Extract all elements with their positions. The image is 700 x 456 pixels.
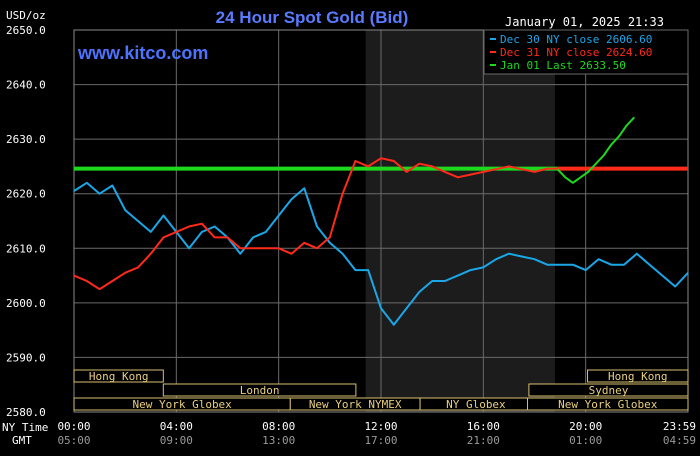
series-line: [556, 116, 636, 184]
x-tick-label-gmt: 09:00: [160, 434, 193, 447]
x-tick-label-ny: 16:00: [467, 420, 500, 433]
legend-box: [483, 29, 689, 75]
series-line: [73, 157, 650, 291]
y-tick-label: 2590.0: [6, 351, 46, 364]
y-tick-label: 2630.0: [6, 133, 46, 146]
plot-border: [73, 29, 689, 413]
session-label: New York Globex: [132, 398, 232, 411]
brand-watermark: www.kitco.com: [77, 43, 208, 63]
nymex-shaded-region: [365, 30, 555, 412]
legend-entry: Jan 01 Last 2633.50: [500, 59, 626, 72]
session-label: New York NYMEX: [309, 398, 402, 411]
trading-sessions: Hong Kong London New York Globex New York N…: [73, 369, 689, 411]
x-tick-label-gmt: 05:00: [57, 434, 90, 447]
session-label: Hong Kong: [89, 370, 149, 383]
chart-title: 24 Hour Spot Gold (Bid): [216, 8, 409, 27]
legend-entry: Dec 31 NY close 2624.60: [500, 46, 652, 59]
x-axis-ticks: 00:00 04:00 08:00 12:00 16:00 20:00 23:59 05:00…: [57, 420, 696, 447]
x-tick-label-ny: 20:00: [569, 420, 602, 433]
grid-lines: [73, 29, 689, 413]
chart-datetime: January 01, 2025 21:33: [505, 15, 664, 29]
legend-entry: Dec 30 NY close 2606.60: [500, 33, 652, 46]
session-band: [162, 383, 357, 397]
x-tick-label-ny: 12:00: [364, 420, 397, 433]
x-tick-label-gmt: 13:00: [262, 434, 295, 447]
y-axis-unit-label: USD/oz: [6, 9, 46, 22]
session-label: Sydney: [589, 384, 629, 397]
x-tick-label-ny: 04:00: [160, 420, 193, 433]
x-tick-label-ny: 00:00: [57, 420, 90, 433]
x-tick-label-gmt: 21:00: [467, 434, 500, 447]
x-tick-label-ny: 23:59: [663, 420, 696, 433]
session-band: [527, 397, 689, 411]
y-tick-label: 2610.0: [6, 242, 46, 255]
x-tick-label-gmt: 04:59: [663, 434, 696, 447]
session-label: Hong Kong: [608, 370, 668, 383]
session-band: [73, 369, 164, 383]
x-tick-label-gmt: 17:00: [364, 434, 397, 447]
y-tick-label: 2640.0: [6, 79, 46, 92]
session-band: [528, 383, 689, 397]
x-tick-label-gmt: 01:00: [569, 434, 602, 447]
session-label: NY Globex: [446, 398, 506, 411]
session-band: [587, 369, 689, 383]
y-tick-label: 2620.0: [6, 188, 46, 201]
gmt-row-label: GMT: [12, 434, 32, 447]
series-lines: [73, 116, 689, 326]
session-label: London: [240, 384, 280, 397]
y-axis-ticks: 2650.0 2640.0 2630.0 2620.0 2610.0 2600.0 2590…: [6, 24, 46, 419]
y-tick-label: 2580.0: [6, 406, 46, 419]
y-tick-label: 2650.0: [6, 24, 46, 37]
x-tick-label-ny: 08:00: [262, 420, 295, 433]
ny-time-row-label: NY Time: [2, 421, 48, 434]
y-tick-label: 2600.0: [6, 297, 46, 310]
session-label: New York Globex: [558, 398, 658, 411]
